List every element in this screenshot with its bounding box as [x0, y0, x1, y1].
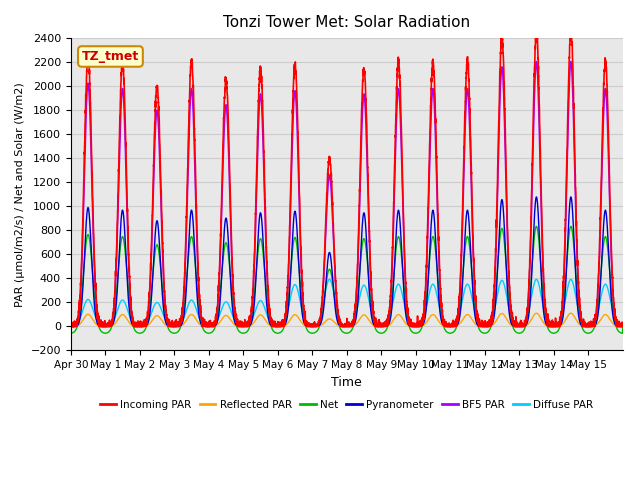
Y-axis label: PAR (μmol/m2/s) / Net and Solar (W/m2): PAR (μmol/m2/s) / Net and Solar (W/m2) [15, 82, 25, 307]
Title: Tonzi Tower Met: Solar Radiation: Tonzi Tower Met: Solar Radiation [223, 15, 470, 30]
Text: TZ_tmet: TZ_tmet [82, 50, 139, 63]
Legend: Incoming PAR, Reflected PAR, Net, Pyranometer, BF5 PAR, Diffuse PAR: Incoming PAR, Reflected PAR, Net, Pyrano… [97, 396, 597, 414]
X-axis label: Time: Time [332, 376, 362, 389]
